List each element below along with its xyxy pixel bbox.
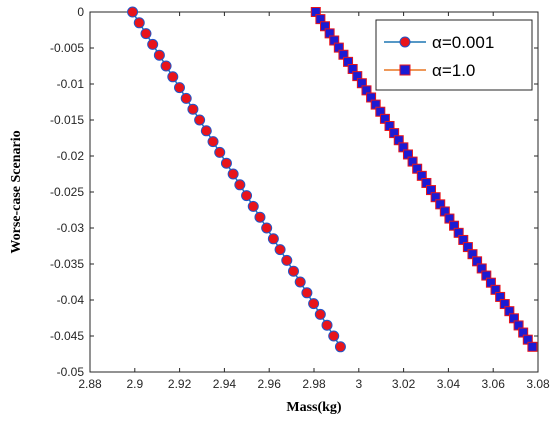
legend-box (375, 19, 533, 91)
data-point (167, 71, 179, 83)
data-point (247, 200, 259, 212)
x-tick-label: 2.94 (213, 377, 237, 391)
y-tick-label: -0.04 (57, 293, 85, 307)
data-point (214, 146, 226, 158)
data-point (220, 157, 232, 169)
y-tick-label: -0.005 (50, 41, 84, 55)
x-tick-label: 3.06 (482, 377, 506, 391)
y-tick-label: -0.02 (57, 149, 85, 163)
series-layer (127, 6, 538, 353)
data-point (287, 265, 299, 277)
x-tick-label: 3.08 (526, 377, 550, 391)
data-point (314, 308, 326, 320)
legend-label-1: α=0.001 (432, 33, 494, 52)
data-point (301, 287, 313, 299)
x-tick-label: 3.02 (392, 377, 416, 391)
y-tick-label: -0.035 (50, 257, 84, 271)
x-tick-label: 2.9 (126, 377, 143, 391)
data-point (308, 298, 320, 310)
data-point (328, 330, 340, 342)
y-tick-label: -0.045 (50, 329, 84, 343)
x-tick-label: 2.96 (258, 377, 282, 391)
x-axis-label: Mass(kg) (286, 400, 342, 415)
legend-marker-2 (399, 64, 411, 76)
data-point (147, 38, 159, 50)
data-point (261, 222, 273, 234)
y-tick-label: -0.025 (50, 185, 84, 199)
data-point (267, 233, 279, 245)
data-point (160, 60, 172, 72)
x-tick-label: 2.98 (302, 377, 326, 391)
data-point (133, 17, 145, 29)
data-point (207, 136, 219, 148)
data-point (173, 82, 185, 94)
y-tick-label: 0 (77, 5, 84, 19)
data-point (194, 114, 206, 126)
y-tick-label: -0.015 (50, 113, 84, 127)
y-tick-label: -0.01 (57, 77, 85, 91)
legend-marker-1 (399, 36, 411, 48)
y-tick-label: -0.05 (57, 365, 85, 379)
data-point (234, 179, 246, 191)
x-tick-label: 2.88 (78, 377, 102, 391)
data-point (254, 211, 266, 223)
y-axis-ticks: 0 -0.005 -0.01 -0.015 -0.02 -0.025 -0.03 -0.035… (50, 5, 538, 379)
data-point (140, 28, 152, 40)
data-point (274, 244, 286, 256)
data-point (180, 92, 192, 104)
data-point (294, 276, 306, 288)
data-point (527, 341, 538, 352)
legend-label-2: α=1.0 (432, 61, 475, 80)
data-point (321, 319, 333, 331)
y-axis-label: Worse-case Scenario (9, 130, 24, 253)
x-tick-label: 3 (355, 377, 362, 391)
data-point (200, 125, 212, 137)
data-point (281, 254, 293, 266)
data-point (334, 341, 346, 353)
data-point (227, 168, 239, 180)
x-tick-label: 2.92 (168, 377, 192, 391)
data-point (127, 6, 139, 18)
legend: α=0.001 α=1.0 (375, 19, 533, 91)
x-axis-ticks: 2.88 2.9 2.92 2.94 2.96 2.98 3 3.02 3.04 3.06 3.08 (78, 12, 550, 391)
x-tick-label: 3.04 (437, 377, 461, 391)
y-tick-label: -0.03 (57, 221, 85, 235)
data-point (153, 49, 165, 61)
data-point (241, 190, 253, 202)
data-point (187, 103, 199, 115)
